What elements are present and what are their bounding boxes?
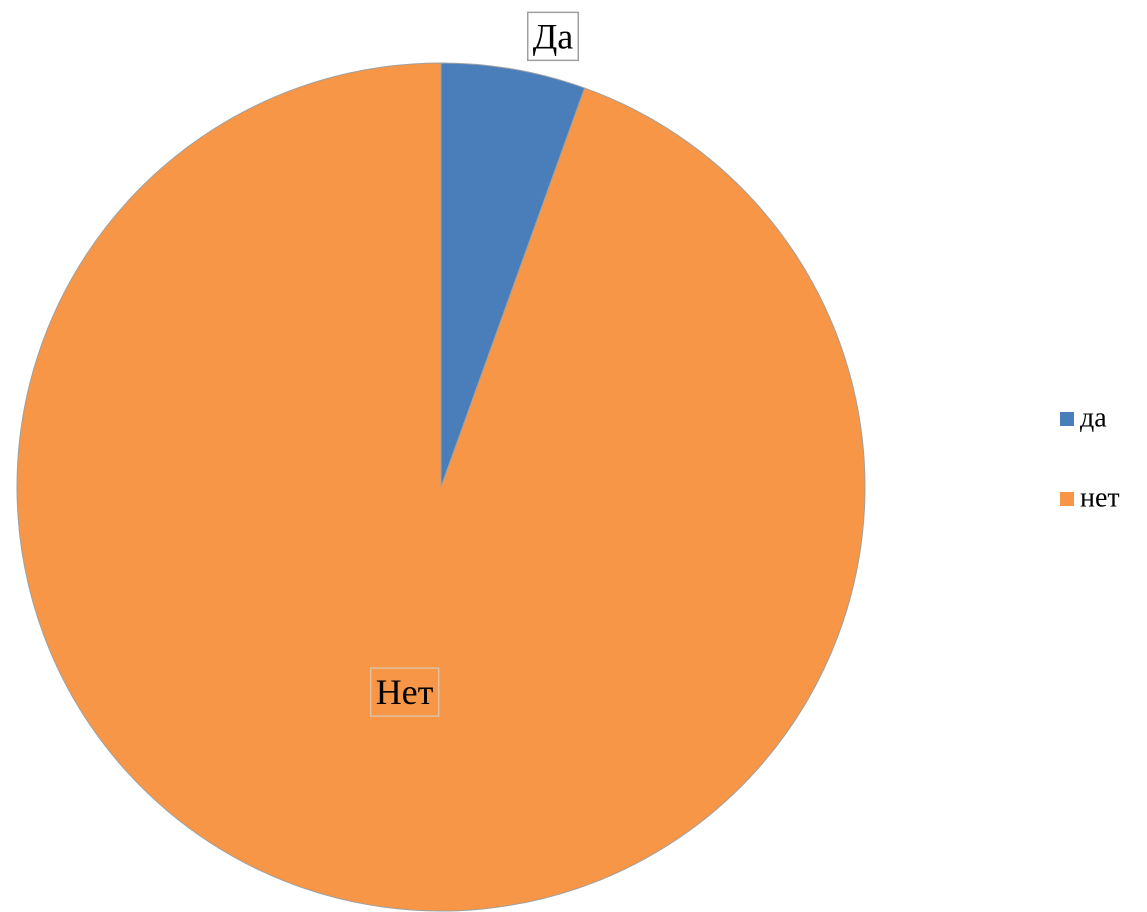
data-label-text: Да xyxy=(533,16,574,56)
data-label: Да xyxy=(526,11,580,62)
legend-label: нет xyxy=(1080,482,1120,513)
data-label: Нет xyxy=(369,667,440,717)
legend-label: да xyxy=(1080,402,1107,433)
legend-swatch xyxy=(1060,412,1074,426)
data-label-box xyxy=(369,667,440,717)
pie-slice xyxy=(16,62,866,912)
legend-swatch xyxy=(1060,492,1074,506)
data-label-text: Нет xyxy=(376,672,434,712)
pie-slice xyxy=(440,62,586,488)
data-label-box xyxy=(526,11,580,62)
